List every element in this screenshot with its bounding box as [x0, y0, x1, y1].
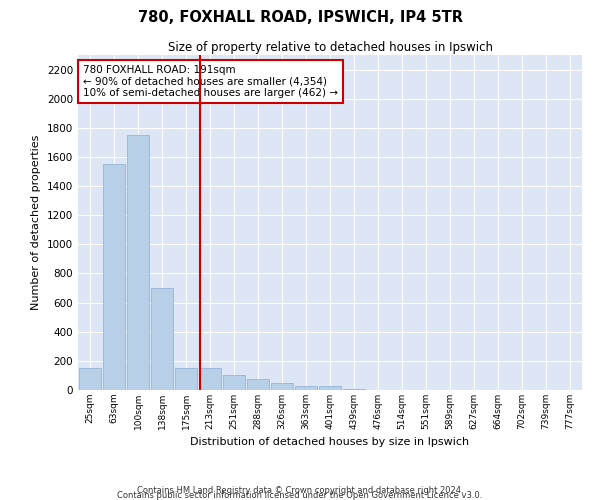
- Bar: [175, 368, 197, 390]
- Bar: [223, 376, 245, 390]
- Bar: [199, 368, 221, 390]
- Bar: [103, 164, 125, 390]
- Bar: [295, 386, 317, 390]
- Text: 780 FOXHALL ROAD: 191sqm
← 90% of detached houses are smaller (4,354)
10% of sem: 780 FOXHALL ROAD: 191sqm ← 90% of detach…: [83, 65, 338, 98]
- Bar: [151, 288, 173, 390]
- Text: Contains HM Land Registry data © Crown copyright and database right 2024.: Contains HM Land Registry data © Crown c…: [137, 486, 463, 495]
- Bar: [79, 368, 101, 390]
- Bar: [127, 135, 149, 390]
- Title: Size of property relative to detached houses in Ipswich: Size of property relative to detached ho…: [167, 41, 493, 54]
- Bar: [271, 382, 293, 390]
- Y-axis label: Number of detached properties: Number of detached properties: [31, 135, 41, 310]
- Bar: [247, 379, 269, 390]
- X-axis label: Distribution of detached houses by size in Ipswich: Distribution of detached houses by size …: [190, 438, 470, 448]
- Text: 780, FOXHALL ROAD, IPSWICH, IP4 5TR: 780, FOXHALL ROAD, IPSWICH, IP4 5TR: [137, 10, 463, 25]
- Text: Contains public sector information licensed under the Open Government Licence v3: Contains public sector information licen…: [118, 491, 482, 500]
- Bar: [319, 386, 341, 390]
